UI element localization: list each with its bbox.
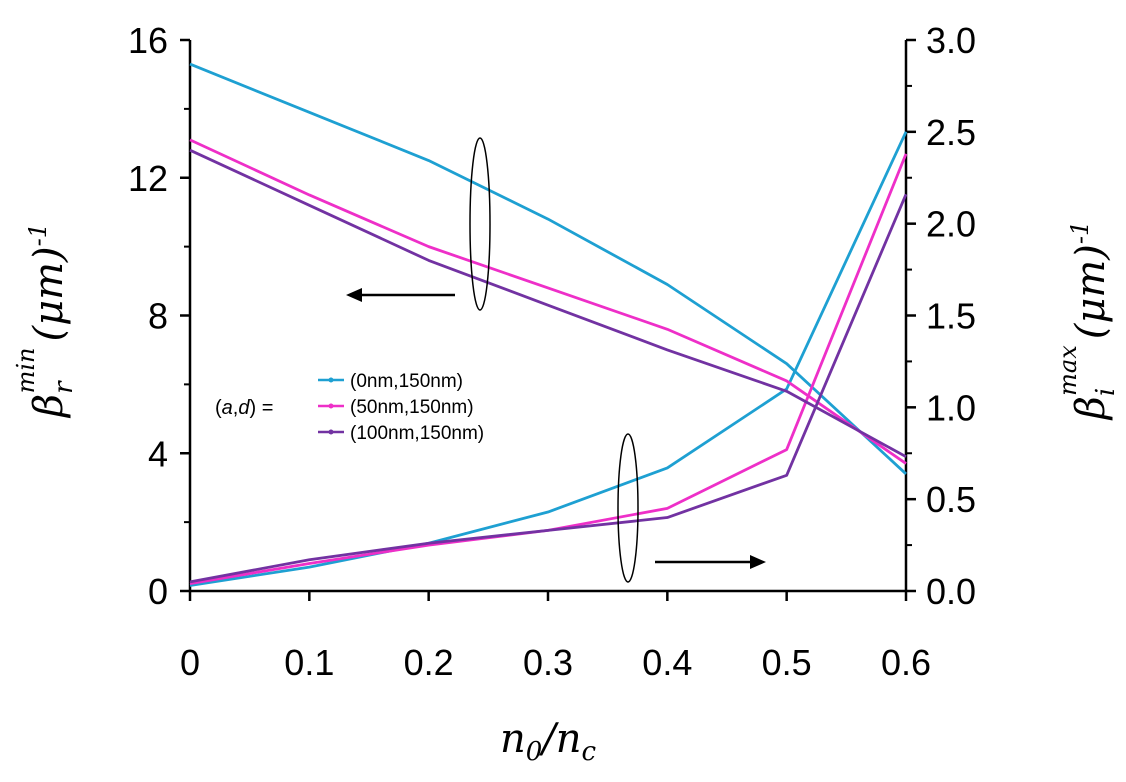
left-axis-indicator bbox=[346, 137, 491, 311]
left-y-ticks: 0 4 8 12 16 bbox=[128, 20, 190, 612]
legend-label: (100nm,150nm) bbox=[350, 423, 484, 444]
right-indicator-ellipse bbox=[617, 433, 639, 583]
right-label-sub: i bbox=[1091, 388, 1121, 396]
left-label-sub: r bbox=[49, 380, 79, 394]
right-tick-label: 2.5 bbox=[926, 112, 976, 153]
x-tick-label: 0.1 bbox=[284, 642, 334, 683]
x-tick-label: 0.5 bbox=[762, 642, 812, 683]
left-tick-label: 0 bbox=[148, 571, 168, 612]
series-line-beta-r-0 bbox=[189, 62, 907, 475]
left-arrow-head bbox=[346, 288, 362, 302]
x-tick-label: 0 bbox=[180, 642, 200, 683]
right-tick-label: 1.5 bbox=[926, 296, 976, 337]
x-tick-label: 0.2 bbox=[404, 642, 454, 683]
left-label-sup: min bbox=[12, 348, 40, 394]
left-tick-label: 16 bbox=[128, 20, 168, 61]
left-y-axis-title: βrmin (μm)-1 bbox=[12, 223, 79, 419]
legend-marker bbox=[328, 429, 334, 435]
right-arrow-head bbox=[750, 555, 766, 569]
legend-marker bbox=[328, 377, 334, 383]
legend-label: (0nm,150nm) bbox=[350, 371, 463, 392]
series-line-beta-r-2 bbox=[189, 148, 907, 458]
left-label-unit-exp: -1 bbox=[24, 223, 52, 246]
plot-frame bbox=[188, 40, 908, 593]
right-y-ticks: 0.0 0.5 1.0 1.5 2.0 2.5 3.0 bbox=[906, 20, 976, 612]
x-tick-label: 0.6 bbox=[881, 642, 931, 683]
legend-label: (50nm,150nm) bbox=[350, 397, 474, 418]
legend: (a,d) = (0nm,150nm) (50nm,150nm) (100nm,15… bbox=[215, 371, 484, 444]
left-tick-label: 4 bbox=[148, 433, 168, 474]
x-tick-label: 0.3 bbox=[523, 642, 573, 683]
left-label-unit: (μm) bbox=[26, 246, 72, 341]
left-indicator-ellipse bbox=[469, 137, 491, 311]
series-lines bbox=[189, 62, 908, 587]
right-label-unit: (μm) bbox=[1068, 244, 1114, 339]
left-tick-label: 12 bbox=[128, 158, 168, 199]
legend-marker bbox=[328, 403, 334, 409]
left-label-main: β bbox=[26, 394, 72, 419]
svg-text:βimax(μm)-1: βi max (μm)-1 bbox=[1054, 221, 1121, 422]
right-y-axis-title: βi max (μm)-1 bbox=[1054, 221, 1121, 422]
series-line-beta-i-0 bbox=[189, 131, 908, 587]
right-label-unit-exp: -1 bbox=[1066, 221, 1094, 244]
x-tick-label: 0.4 bbox=[642, 642, 692, 683]
right-label-main: β bbox=[1068, 396, 1114, 421]
legend-prefix: (a,d) = bbox=[215, 397, 273, 419]
right-axis-indicator bbox=[617, 433, 766, 583]
right-tick-label: 0.5 bbox=[926, 479, 976, 520]
series-line-beta-i-2 bbox=[189, 193, 908, 584]
x-ticks: 0 0.1 0.2 0.3 0.4 0.5 0.6 bbox=[180, 591, 931, 683]
right-tick-label: 2.0 bbox=[926, 204, 976, 245]
right-tick-label: 1.0 bbox=[926, 387, 976, 428]
left-tick-label: 8 bbox=[148, 296, 168, 337]
right-tick-label: 3.0 bbox=[926, 20, 976, 61]
x-axis-title: n0/nc bbox=[500, 716, 597, 767]
right-label-sup: max bbox=[1054, 345, 1082, 396]
svg-text:βrmin(μm)-1: βrmin (μm)-1 bbox=[12, 223, 79, 419]
right-tick-label: 0.0 bbox=[926, 571, 976, 612]
series-line-beta-r-1 bbox=[189, 138, 907, 465]
